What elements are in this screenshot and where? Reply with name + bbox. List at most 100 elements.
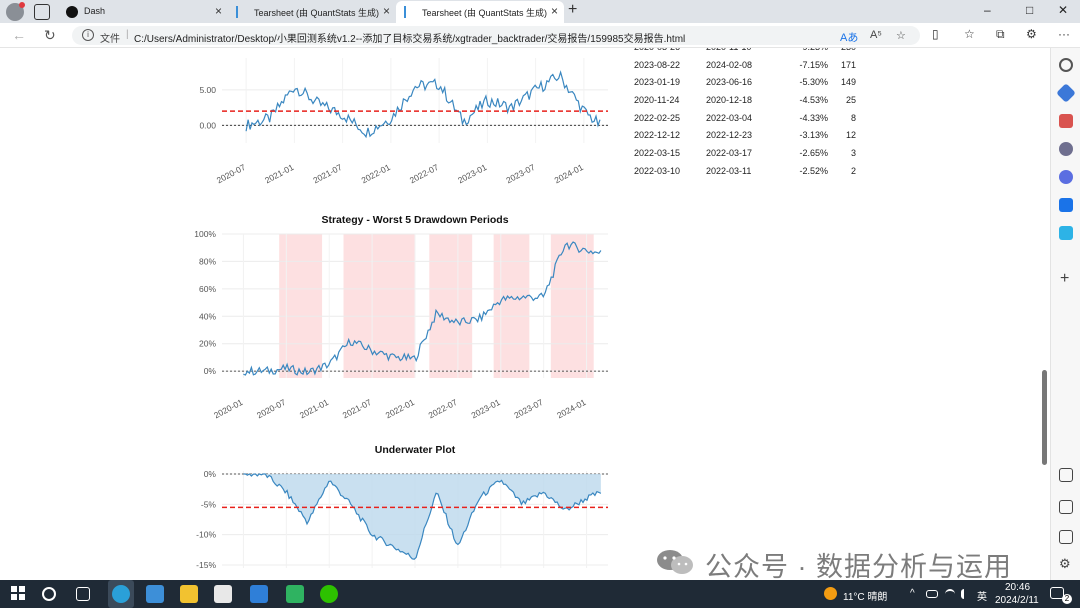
end-date-cell: 2020-11-10 xyxy=(706,48,751,52)
info-icon[interactable]: i xyxy=(82,29,94,41)
x-tick-label: 2022-07 xyxy=(427,397,459,421)
x-tick-label: 2021-07 xyxy=(341,397,373,421)
copilot-icon[interactable] xyxy=(1059,170,1073,184)
more-menu-icon[interactable]: ··· xyxy=(1058,27,1070,41)
close-window-button[interactable]: ✕ xyxy=(1058,3,1069,17)
series-line xyxy=(243,241,602,376)
open-external-icon[interactable] xyxy=(1059,530,1073,544)
ime-indicator[interactable]: 英 xyxy=(977,592,987,603)
screenshot-icon[interactable] xyxy=(1059,468,1073,482)
tab-dash[interactable]: Dash × xyxy=(58,1,228,23)
search-icon[interactable] xyxy=(1059,58,1073,72)
y-tick-label: -5% xyxy=(201,499,217,509)
back-button[interactable]: ← xyxy=(12,27,26,43)
drawdown-cell: -4.53% xyxy=(799,95,828,106)
tab-tearsheet-active[interactable]: Tearsheet (由 QuantStats 生成) × xyxy=(396,1,564,23)
profile-avatar-icon[interactable] xyxy=(6,2,25,21)
y-tick-label: 20% xyxy=(199,339,216,349)
series-line xyxy=(245,70,601,139)
wifi-icon[interactable] xyxy=(945,589,955,599)
y-tick-label: 0% xyxy=(204,366,217,376)
weather-sun-icon[interactable] xyxy=(824,587,837,600)
url-separator: | xyxy=(126,29,129,40)
x-tick-label: 2022-01 xyxy=(384,397,416,421)
y-tick-label: 60% xyxy=(199,284,216,294)
windows-start-icon[interactable] xyxy=(10,585,28,603)
search-icon[interactable] xyxy=(42,587,56,601)
favorite-star-icon[interactable]: ☆ xyxy=(896,30,906,42)
split-screen-icon[interactable]: ▯ xyxy=(932,27,939,41)
store-icon[interactable] xyxy=(214,585,232,603)
vscode-icon[interactable] xyxy=(250,585,268,603)
outlook-icon[interactable] xyxy=(1059,198,1073,212)
x-tick-label: 2023-01 xyxy=(469,397,501,421)
extensions-icon[interactable]: ⚙ xyxy=(1026,27,1037,41)
games-icon[interactable] xyxy=(1059,142,1073,156)
x-tick-label: 2023-07 xyxy=(504,162,536,186)
favorites-icon[interactable]: ☆ xyxy=(964,27,975,41)
x-tick-label: 2022-07 xyxy=(408,162,440,186)
new-tab-button[interactable]: + xyxy=(568,1,578,18)
x-tick-label: 2024-01 xyxy=(555,397,587,421)
dash-favicon-icon xyxy=(66,6,78,18)
end-date-cell: 2022-03-04 xyxy=(706,112,753,123)
shopping-tag-icon[interactable] xyxy=(1056,83,1076,103)
sidebar-toggle-icon[interactable] xyxy=(1059,500,1073,514)
tearsheet-charts: 0.00 5.00 2020-07 2021-01 2021-07 2022-01 2022… xyxy=(194,58,608,570)
mail-icon[interactable] xyxy=(146,585,164,603)
minimize-button[interactable]: – xyxy=(984,3,991,17)
collections-icon[interactable]: ⧉ xyxy=(996,27,1005,41)
sidebar-settings-icon[interactable]: ⚙ xyxy=(1059,556,1071,571)
tab-close-icon[interactable]: × xyxy=(214,4,222,18)
y-tick-label: -15% xyxy=(196,560,216,570)
edge-taskbar-button[interactable] xyxy=(108,580,134,608)
url-text[interactable]: C:/Users/Administrator/Desktop/小果回测系统v1.… xyxy=(134,34,686,45)
clock-date[interactable]: 2024/2/11 xyxy=(995,595,1039,606)
battery-icon[interactable] xyxy=(926,590,938,598)
notification-icon[interactable] xyxy=(1050,587,1064,599)
start-date-cell: 2020-11-24 xyxy=(634,95,680,106)
tab-actions-icon[interactable] xyxy=(34,4,50,20)
translate-icon[interactable]: Aあ xyxy=(840,32,859,44)
drawdown-period-band xyxy=(343,234,415,378)
start-date-cell: 2023-08-22 xyxy=(634,59,681,70)
drop-icon[interactable] xyxy=(1059,226,1073,240)
wechat-icon[interactable] xyxy=(320,585,338,603)
tray-overflow-icon[interactable]: ^ xyxy=(910,588,915,599)
x-tick-label: 2021-07 xyxy=(311,162,343,186)
toolbox-icon[interactable] xyxy=(1059,114,1073,128)
file-label: 文件 xyxy=(100,34,120,45)
x-tick-label: 2020-01 xyxy=(212,397,244,421)
reload-button[interactable]: ↻ xyxy=(44,27,56,43)
x-tick-label: 2020-07 xyxy=(215,162,247,186)
add-sidebar-app-icon[interactable]: + xyxy=(1060,270,1070,287)
clock-time[interactable]: 20:46 xyxy=(1005,582,1031,593)
scrollbar-track[interactable] xyxy=(1040,48,1050,580)
read-aloud-icon[interactable]: A⁵ xyxy=(870,29,882,41)
days-cell: 12 xyxy=(845,130,856,141)
tab-title: Tearsheet (由 QuantStats 生成) xyxy=(422,8,548,18)
maximize-button[interactable]: □ xyxy=(1026,3,1034,17)
scrollbar-thumb[interactable] xyxy=(1042,370,1047,465)
chart-favicon-icon xyxy=(404,6,416,18)
y-tick-label: 80% xyxy=(199,256,216,266)
file-explorer-icon[interactable] xyxy=(180,585,198,603)
days-cell: 8 xyxy=(850,112,856,123)
notification-badge: 2 xyxy=(1062,594,1072,604)
tab-tearsheet-1[interactable]: Tearsheet (由 QuantStats 生成) × xyxy=(228,1,396,23)
address-toolbar: ← ↻ i 文件 | C:/Users/Administrator/Deskto… xyxy=(0,23,1080,48)
tab-close-icon[interactable]: × xyxy=(382,4,390,18)
x-tick-label: 2023-07 xyxy=(512,397,544,421)
chart-title: Strategy - Worst 5 Drawdown Periods xyxy=(321,214,508,226)
chart-title: Underwater Plot xyxy=(375,444,456,456)
end-date-cell: 2020-12-18 xyxy=(706,95,753,106)
days-cell: 149 xyxy=(840,77,856,88)
address-bar[interactable]: i 文件 | C:/Users/Administrator/Desktop/小果… xyxy=(72,26,920,45)
drawdown-cell: -3.13% xyxy=(799,130,828,141)
tab-close-icon[interactable]: × xyxy=(550,4,558,18)
start-date-cell: 2022-03-10 xyxy=(634,165,681,176)
weather-text[interactable]: 11°C 晴朗 xyxy=(843,592,888,603)
task-view-icon[interactable] xyxy=(76,587,90,601)
volume-icon[interactable] xyxy=(961,589,971,599)
terminal-icon[interactable] xyxy=(286,585,304,603)
